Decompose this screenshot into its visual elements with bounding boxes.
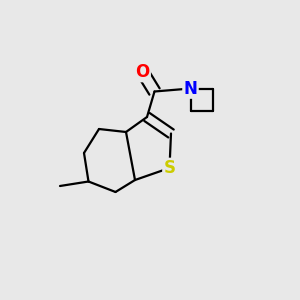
Text: N: N — [184, 80, 197, 98]
Text: O: O — [135, 63, 150, 81]
Text: S: S — [164, 159, 175, 177]
